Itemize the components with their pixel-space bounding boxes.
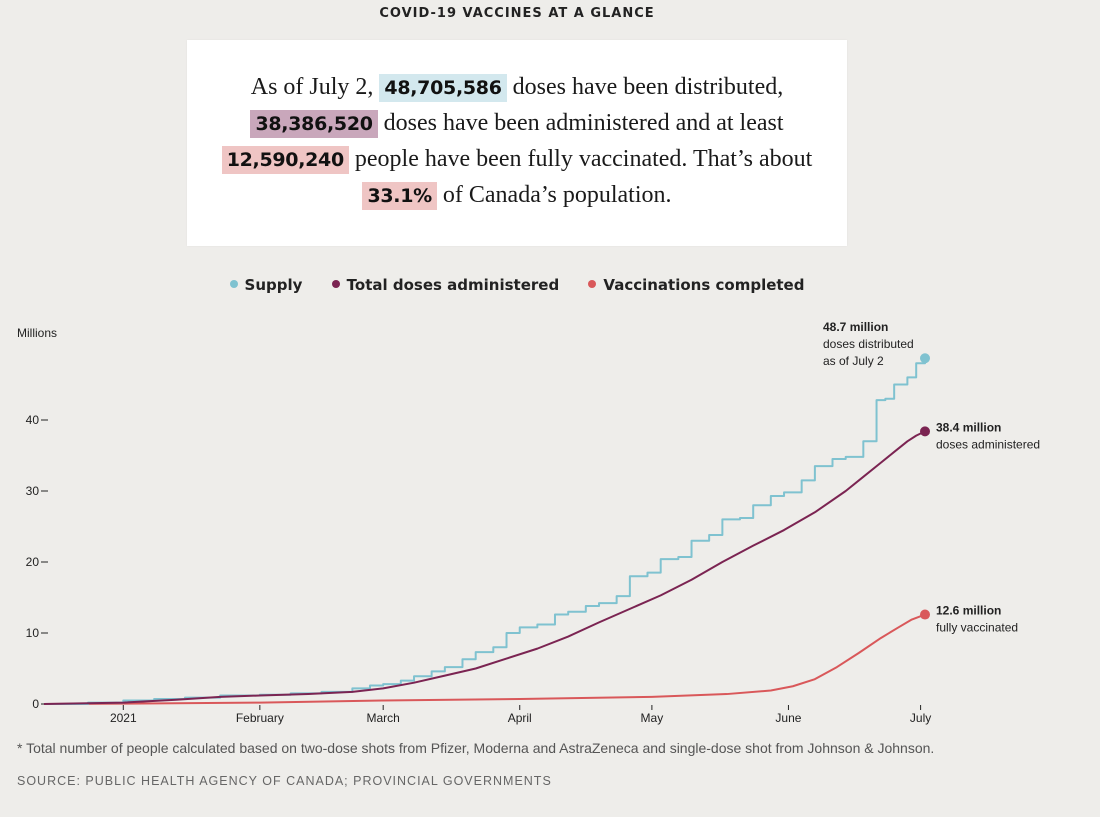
y-axis: 0 10 20 30 40 xyxy=(26,413,48,711)
annotation-value: 38.4 million xyxy=(936,420,1001,434)
supply-highlight: 48,705,586 xyxy=(379,74,507,102)
annotations: 48.7 million doses distributed as of July … xyxy=(823,320,1040,634)
summary-text-3: doses have been administered and at leas… xyxy=(377,110,784,136)
chart-title: COVID-19 VACCINES AT A GLANCE xyxy=(379,6,655,21)
fully-vaccinated-highlight: 12,590,240 xyxy=(221,146,349,174)
legend-item-completed: Vaccinations completed xyxy=(588,276,804,294)
legend: Supply Total doses administered Vaccinat… xyxy=(0,276,1034,294)
summary-text-1: As of July 2, xyxy=(250,74,380,100)
legend-dot-icon xyxy=(331,279,340,288)
x-tick-label: March xyxy=(367,711,400,725)
x-tick-label: April xyxy=(508,711,532,725)
x-axis: 2021 February March April May June July xyxy=(110,705,931,725)
series-line-supply xyxy=(44,358,926,705)
legend-dot-icon xyxy=(588,279,597,288)
annotation-text: doses administered xyxy=(936,437,1040,451)
footnote: * Total number of people calculated base… xyxy=(17,740,935,756)
legend-label: Supply xyxy=(244,276,303,294)
legend-item-supply: Supply xyxy=(229,276,303,294)
series-lines xyxy=(43,353,930,705)
series-end-marker xyxy=(920,426,930,437)
summary-text-4: people have been fully vaccinated. That’… xyxy=(348,146,813,172)
series-line-total-doses-administered xyxy=(43,430,926,705)
annotation-value: 12.6 million xyxy=(936,604,1001,618)
series-line-vaccinations-completed xyxy=(43,613,926,705)
x-tick-label: May xyxy=(641,711,664,725)
line-chart: Millions 0 10 20 30 40 2021 February March Apri… xyxy=(17,320,1040,725)
source-note: SOURCE: PUBLIC HEALTH AGENCY OF CANADA; … xyxy=(17,774,552,788)
y-tick-label: 20 xyxy=(26,555,40,569)
series-end-marker xyxy=(920,609,930,620)
y-tick-label: 40 xyxy=(26,413,40,427)
y-tick-label: 0 xyxy=(32,697,39,711)
population-percent-highlight: 33.1% xyxy=(362,182,437,210)
y-tick-label: 10 xyxy=(26,626,40,640)
x-tick-label: June xyxy=(775,711,801,725)
annotation-text: fully vaccinated xyxy=(936,621,1018,635)
summary-text: As of July 2, 48,705,586 doses have been… xyxy=(187,70,847,214)
administered-highlight: 38,386,520 xyxy=(250,110,378,138)
legend-label: Total doses administered xyxy=(346,276,560,294)
annotation-text: as of July 2 xyxy=(823,354,884,368)
x-tick-label: 2021 xyxy=(110,711,137,725)
series-end-marker xyxy=(920,353,930,364)
summary-card: As of July 2, 48,705,586 doses have been… xyxy=(187,40,847,246)
annotation-text: doses distributed xyxy=(823,337,914,351)
summary-text-5: of Canada’s population. xyxy=(436,182,672,208)
x-tick-label: February xyxy=(236,711,284,725)
annotation-value: 48.7 million xyxy=(823,320,888,334)
y-axis-label: Millions xyxy=(17,326,57,340)
x-tick-label: July xyxy=(910,711,931,725)
summary-text-2: doses have been distributed, xyxy=(506,74,784,100)
legend-label: Vaccinations completed xyxy=(603,276,805,294)
legend-item-administered: Total doses administered xyxy=(331,276,560,294)
legend-dot-icon xyxy=(229,279,238,288)
y-tick-label: 30 xyxy=(26,484,40,498)
